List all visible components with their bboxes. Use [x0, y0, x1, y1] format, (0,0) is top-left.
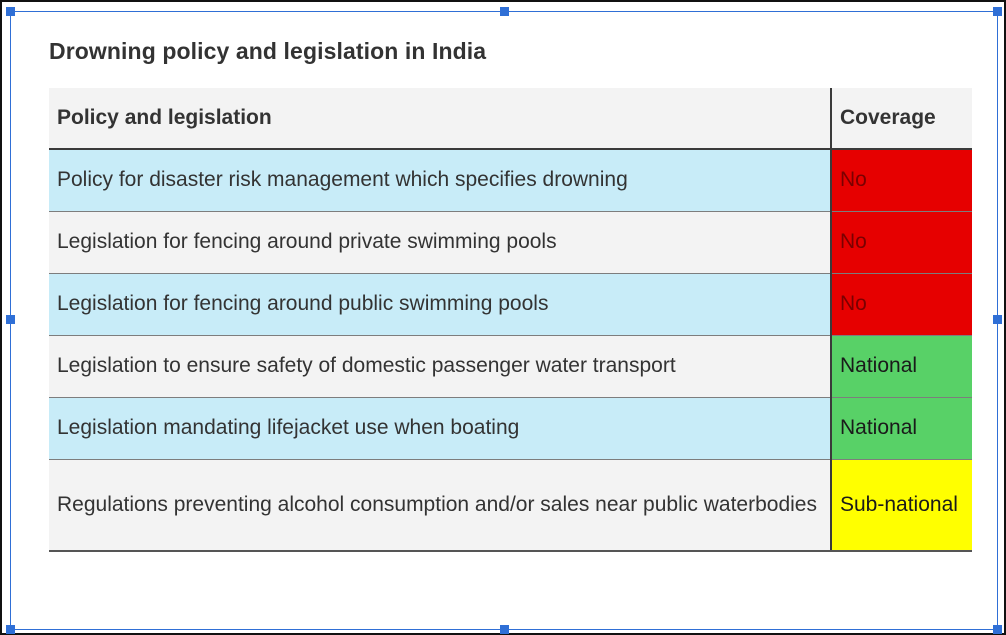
policy-cell: Policy for disaster risk management whic…: [49, 149, 831, 212]
policy-table: Policy and legislation Coverage Policy f…: [49, 88, 972, 552]
coverage-cell: No: [830, 149, 972, 212]
resize-handle-top[interactable]: [500, 7, 509, 16]
resize-handle-bottom-left[interactable]: [6, 625, 15, 634]
coverage-cell: No: [830, 273, 972, 336]
coverage-cell: National: [830, 397, 972, 460]
resize-handle-top-right[interactable]: [993, 7, 1002, 16]
column-header-coverage: Coverage: [830, 88, 972, 150]
policy-cell: Regulations preventing alcohol consumpti…: [49, 459, 831, 552]
policy-cell: Legislation for fencing around public sw…: [49, 273, 831, 336]
selection-box[interactable]: [6, 7, 1002, 634]
column-header-policy: Policy and legislation: [49, 88, 831, 150]
table-row: Legislation mandating lifejacket use whe…: [49, 397, 972, 460]
table-row: Legislation for fencing around public sw…: [49, 273, 972, 336]
table-title: Drowning policy and legislation in India: [49, 38, 487, 64]
resize-handle-bottom-right[interactable]: [993, 625, 1002, 634]
table-row: Policy for disaster risk management whic…: [49, 149, 972, 212]
policy-cell: Legislation for fencing around private s…: [49, 211, 831, 274]
policy-cell: Legislation mandating lifejacket use whe…: [49, 397, 831, 460]
coverage-cell: No: [830, 211, 972, 274]
resize-handle-bottom[interactable]: [500, 625, 509, 634]
table-row: Legislation to ensure safety of domestic…: [49, 335, 972, 398]
coverage-cell: Sub-national: [830, 459, 972, 552]
policy-cell: Legislation to ensure safety of domestic…: [49, 335, 831, 398]
table-row: Legislation for fencing around private s…: [49, 211, 972, 274]
resize-handle-top-left[interactable]: [6, 7, 15, 16]
coverage-cell: National: [830, 335, 972, 398]
resize-handle-left[interactable]: [6, 315, 15, 324]
table-row: Regulations preventing alcohol consumpti…: [49, 459, 972, 552]
resize-handle-right[interactable]: [993, 315, 1002, 324]
table-header-row: Policy and legislation Coverage: [49, 88, 972, 150]
